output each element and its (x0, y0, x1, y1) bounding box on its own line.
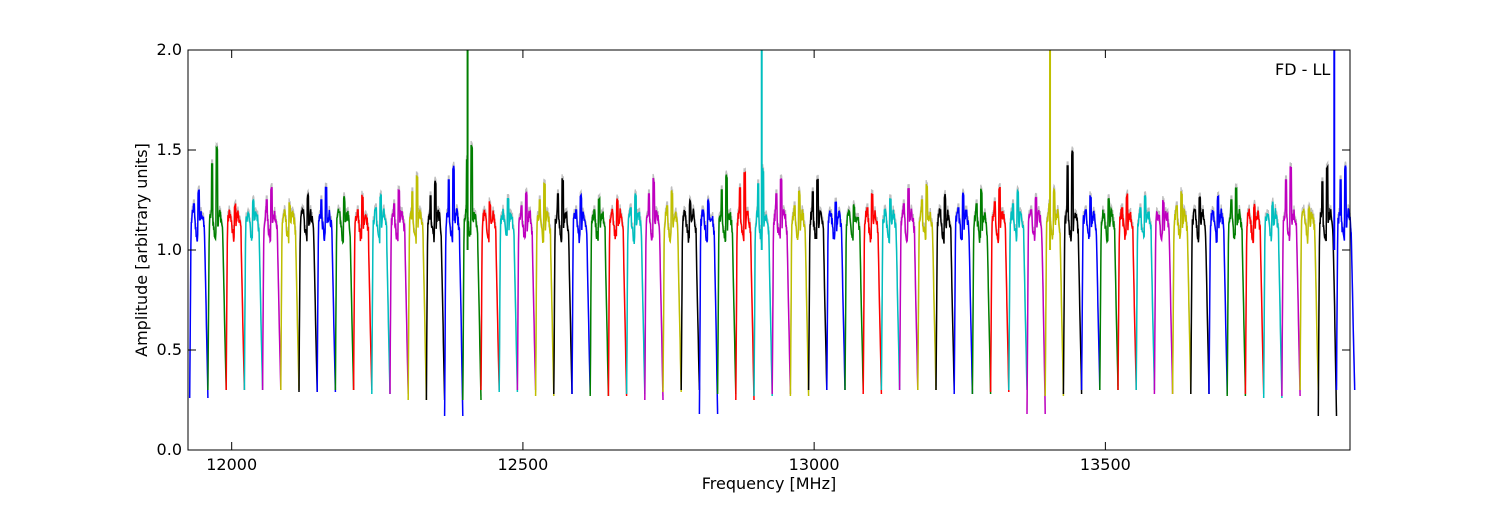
channel-line (1208, 194, 1228, 395)
ticks-layer: 12000 12500 13000 13500 0.0 0.5 1.0 1.5 2.0 (157, 40, 1350, 474)
x-axis-label: Frequency [MHz] (702, 474, 836, 493)
channel-line (1281, 166, 1301, 397)
channel-line (425, 180, 446, 401)
channel-line (989, 187, 1010, 393)
channel-line (443, 165, 464, 417)
channel-line (371, 193, 391, 395)
channel-line (607, 198, 628, 397)
channel-line (625, 193, 646, 395)
channel-line (1226, 186, 1247, 397)
channel-line (188, 189, 209, 399)
channel-line (480, 201, 500, 391)
x-tick-label: 13500 (1080, 455, 1131, 474)
channel-line (880, 198, 901, 391)
channel-line (553, 178, 573, 395)
channel-line (971, 188, 992, 395)
channel-line (1044, 187, 1065, 397)
channel-line (862, 193, 883, 395)
channel-line (534, 181, 555, 397)
channel-line (462, 144, 482, 401)
channel-line (1117, 193, 1137, 391)
channel-line (316, 186, 337, 393)
y-tick-label: 0.0 (157, 440, 182, 459)
channel-line (243, 198, 264, 391)
channel-line (735, 170, 755, 401)
channel-line (771, 178, 792, 395)
channel-line (1008, 188, 1028, 391)
channel-line (1244, 203, 1265, 395)
channel-line (844, 204, 864, 391)
channel-line (789, 189, 810, 397)
y-tick-label: 0.5 (157, 340, 182, 359)
channel-line (935, 193, 955, 391)
channel-line (352, 194, 373, 391)
channel-line (753, 168, 773, 397)
channel-line (1099, 198, 1119, 391)
channel-line (1080, 195, 1101, 391)
channel-line (571, 192, 591, 395)
channel-line (644, 177, 664, 401)
channel-line (498, 197, 519, 393)
series-layer (188, 50, 1356, 417)
channel-line (716, 174, 737, 395)
channel-line (589, 195, 610, 397)
channel-line (298, 191, 318, 393)
channel-line (407, 175, 428, 401)
channel-line (389, 188, 409, 395)
x-tick-label: 13000 (789, 455, 840, 474)
channel-line (261, 186, 282, 391)
channel-line (1135, 195, 1156, 391)
channel-line (1153, 199, 1174, 395)
channel-line (898, 188, 919, 391)
y-axis-label: Amplitude [arbitrary units] (132, 143, 151, 357)
y-tick-label: 1.5 (157, 140, 182, 159)
channel-line (1335, 165, 1356, 391)
channel-line (917, 184, 937, 391)
background-channel-line (698, 194, 719, 411)
channel-line (1190, 196, 1210, 395)
x-tick-label: 12000 (206, 455, 257, 474)
channel-line (334, 196, 355, 391)
channel-line (1262, 201, 1283, 399)
channel-line (826, 201, 846, 391)
channel-line (1026, 196, 1046, 415)
channel-line (207, 145, 227, 391)
channel-line (1171, 191, 1192, 395)
channel-line (225, 203, 246, 391)
x-tick-label: 12500 (497, 455, 548, 474)
channel-line (1299, 204, 1320, 391)
channel-line (516, 191, 537, 391)
channel-line (1317, 163, 1338, 417)
channel-line (698, 198, 719, 415)
channel-line (1062, 150, 1083, 395)
channel-line (953, 192, 974, 395)
channel-line (280, 202, 300, 391)
y-tick-label: 2.0 (157, 40, 182, 59)
channel-line (680, 198, 701, 391)
corner-annotation: FD - LL (1275, 60, 1330, 79)
channel-line (807, 178, 828, 391)
y-tick-label: 1.0 (157, 240, 182, 259)
channel-line (662, 190, 682, 393)
